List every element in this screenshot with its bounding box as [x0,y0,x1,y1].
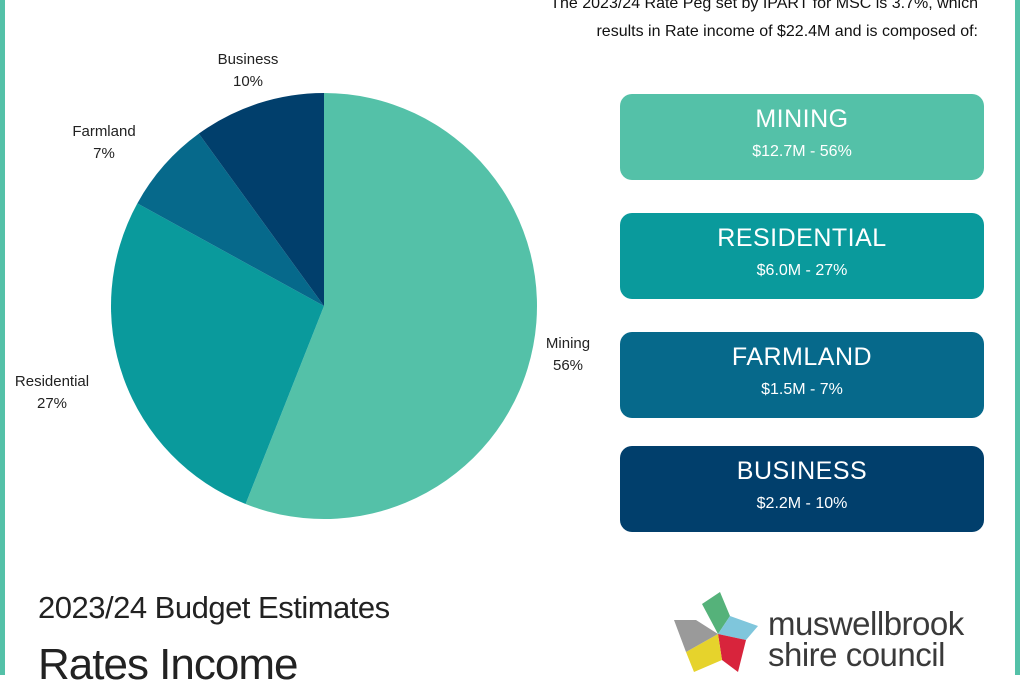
card-name: BUSINESS [736,457,868,485]
logo-line-2: shire council [768,636,945,673]
pie-pct-mining: 56% [553,357,583,374]
card-name: RESIDENTIAL [717,224,887,252]
footer-subtitle: 2023/24 Budget Estimates [38,590,390,625]
pie-slice-farmland [137,133,324,306]
card-mining: MINING $12.7M - 56% [620,94,984,180]
pie-slice-business [198,93,324,306]
pie-pct-residential: 27% [37,395,67,412]
pie-label-residential: Residential [15,373,89,390]
card-name: MINING [755,105,849,133]
left-border [0,0,5,675]
council-logo: muswellbrook shire council [672,590,992,680]
pie-label-business: Business [218,51,279,68]
right-border [1015,0,1020,675]
card-value: $6.0M - 27% [756,262,848,279]
logo-wordmark: muswellbrook shire council [768,605,964,673]
card-value: $1.5M - 7% [761,381,843,398]
card-value: $2.2M - 10% [756,495,848,512]
intro-line-1: The 2023/24 Rate Peg set by IPART for MS… [550,0,978,12]
card-name: FARMLAND [731,343,873,371]
intro-line-2: results in Rate income of $22.4M and is … [596,23,978,40]
pie-slice-residential [111,203,325,505]
card-value: $12.7M - 56% [752,143,852,160]
card-residential: RESIDENTIAL $6.0M - 27% [620,213,984,299]
pie-pct-business: 10% [233,73,263,90]
intro-text: The 2023/24 Rate Peg set by IPART for MS… [498,0,978,46]
pie-label-farmland: Farmland [72,123,135,140]
card-business: BUSINESS $2.2M - 10% [620,446,984,532]
card-farmland: FARMLAND $1.5M - 7% [620,332,984,418]
pie-label-mining: Mining [546,335,590,352]
flower-logo-icon [674,592,758,672]
pie-pct-farmland: 7% [93,145,115,162]
pie-slice-mining [245,93,538,519]
logo-line-1: muswellbrook [768,605,964,642]
pie-chart: Mining 56% Residential 27% Farmland 7% Busines… [15,51,590,519]
footer-title: Rates Income [38,640,298,689]
